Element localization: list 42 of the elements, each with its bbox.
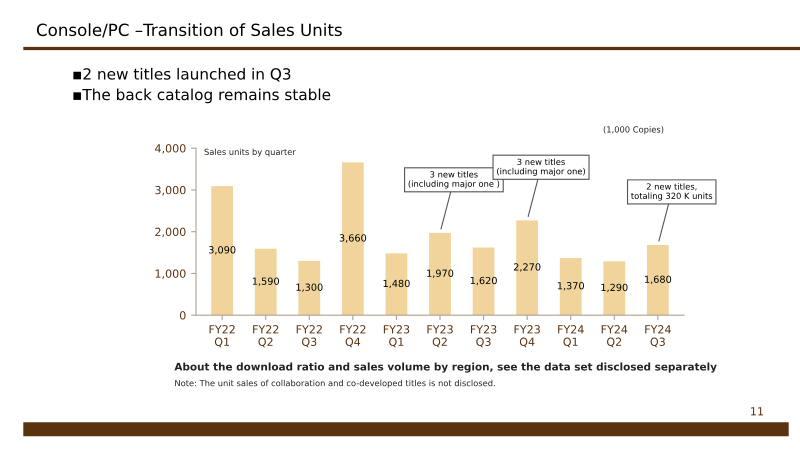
bar (298, 260, 320, 316)
bar (516, 220, 538, 316)
x-tick-label: FY22 Q1 (210, 325, 235, 348)
data-label: 3,090 (208, 246, 236, 254)
data-label: 1,370 (558, 282, 584, 290)
text: (1,000 Copies) (604, 126, 664, 134)
x-tick-label: FY23 Q1 (384, 325, 410, 348)
data-label: 1,970 (427, 270, 454, 278)
bar (560, 258, 582, 316)
data-label: 1,590 (252, 277, 279, 286)
chart-subtitle: ▪2 new titles launched in Q3 ▪The back catalog remains stable (73, 68, 330, 104)
text: 11 (751, 407, 763, 416)
annotation: Sales units by quarter (204, 148, 296, 157)
x-tick-label: FY23 Q4 (514, 325, 540, 348)
y-tick-label: 4,000 (155, 144, 186, 154)
y-tick-label: 2,000 (155, 228, 186, 238)
data-label: 1,620 (470, 276, 497, 286)
text: Note: The unit sales of collaboration and co-developed titles is not disclosed. (175, 380, 495, 388)
y-tick-label: 0 (180, 311, 186, 320)
chart-title: Console/PC –Transition of Sales Units (36, 23, 342, 38)
data-label: 1,480 (384, 280, 410, 288)
y-tick-label: 1,000 (156, 269, 186, 279)
x-tick-label: FY23 Q2 (427, 325, 453, 348)
bar (603, 261, 626, 316)
x-tick-label: FY24 Q2 (602, 325, 628, 348)
data-label: 1,680 (645, 276, 672, 284)
y-tick-label: 3,000 (155, 186, 186, 196)
data-label: 2,270 (514, 263, 540, 272)
bar (211, 186, 234, 316)
data-label: 3,660 (340, 234, 366, 243)
x-tick-label: FY22 Q2 (253, 325, 278, 348)
x-tick-label: FY24 Q3 (645, 325, 671, 348)
x-tick-label: FY23 Q3 (471, 325, 496, 348)
annotation: 3 new titles (including major one) (497, 158, 585, 176)
data-label: 1,290 (601, 284, 628, 292)
text: About the download ratio and sales volume by region, see the data set disclosed separately (174, 362, 717, 373)
x-tick-label: FY24 Q1 (558, 325, 584, 348)
x-tick-label: FY22 Q4 (340, 325, 366, 348)
bar (254, 248, 277, 316)
data-label: 1,300 (296, 284, 323, 292)
annotation: 2 new titles, totaling 320 K units (631, 183, 712, 201)
x-tick-label: FY22 Q3 (296, 325, 322, 348)
